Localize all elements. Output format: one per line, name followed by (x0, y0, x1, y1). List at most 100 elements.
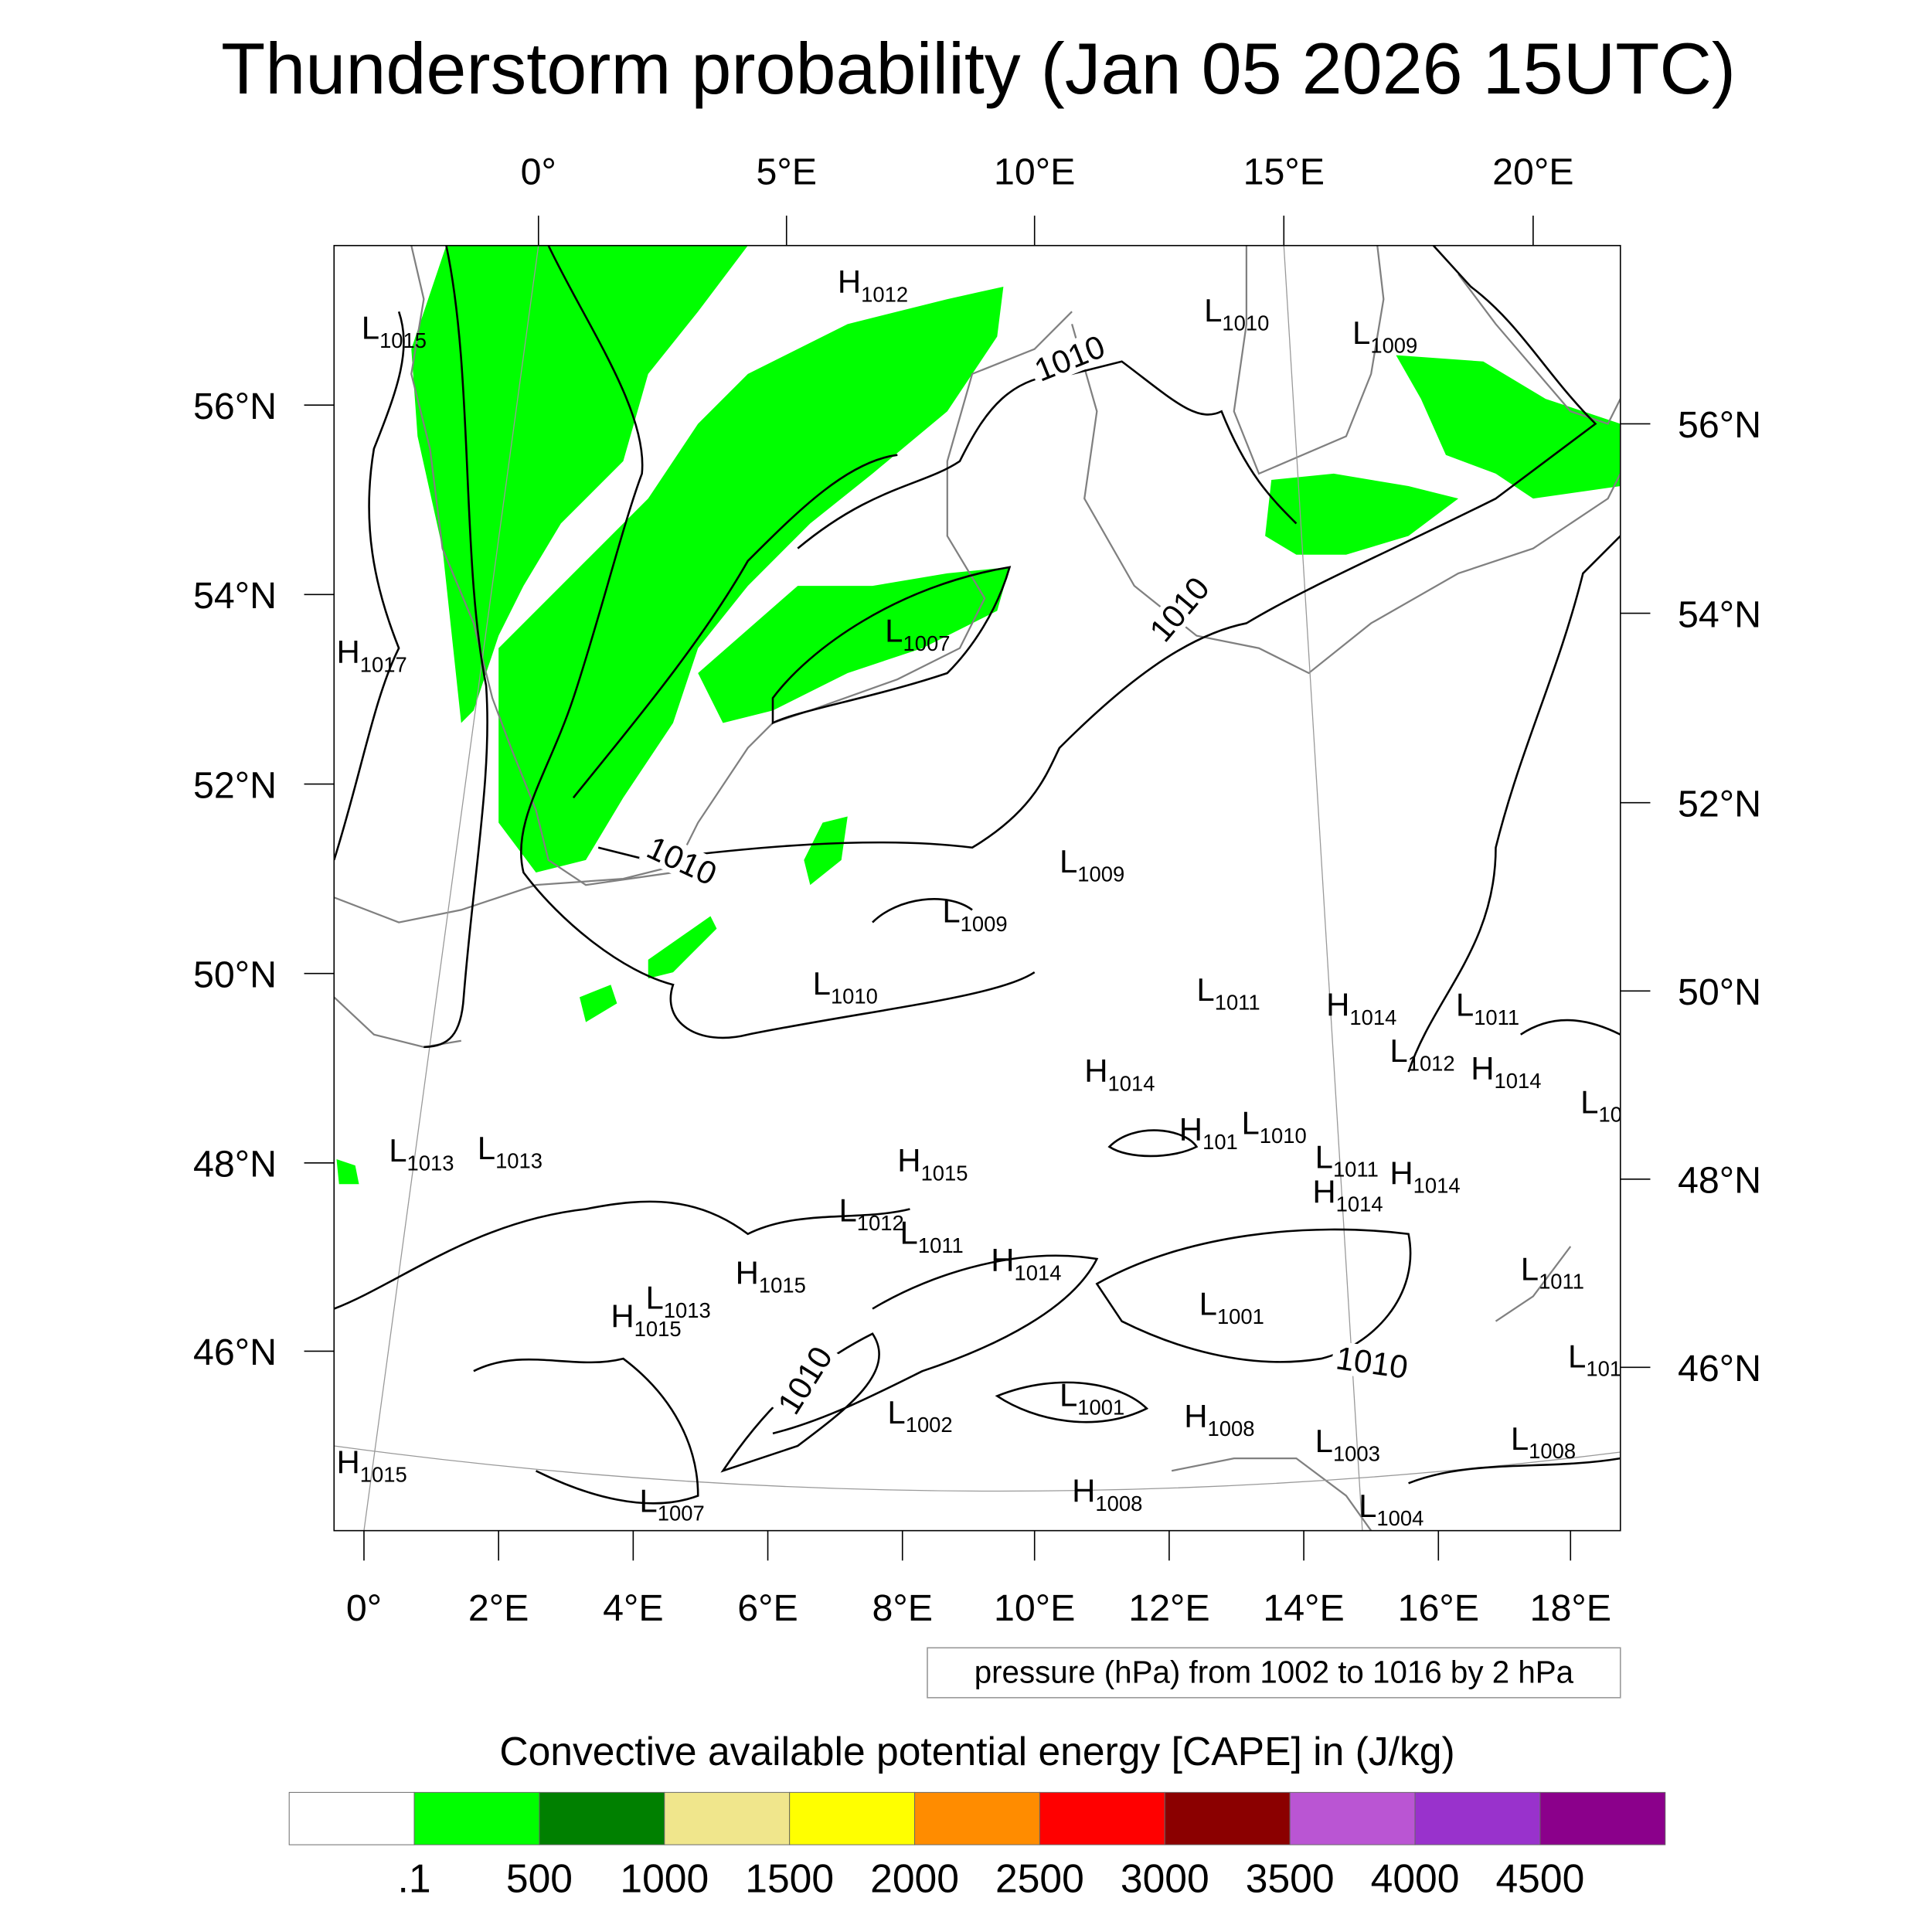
low-pressure-center: L1011 (1196, 971, 1260, 1014)
colorbar-level-label: 3000 (1121, 1855, 1209, 1900)
low-pressure-center: L1009 (1352, 315, 1417, 357)
chart-title: Thunderstorm probability (Jan 05 2026 15… (221, 28, 1736, 109)
pressure-center-letter: L (1352, 315, 1370, 351)
pressure-center-value: 1012 (861, 282, 908, 306)
pressure-center-value: 1014 (1349, 1005, 1396, 1029)
contour-label: 1010 (1334, 1339, 1410, 1386)
pressure-center-letter: H (991, 1242, 1014, 1278)
contour-label-bg (770, 1338, 840, 1423)
low-pressure-center: L1010 (1241, 1105, 1306, 1148)
low-pressure-center: L1002 (887, 1394, 952, 1437)
isobar (872, 898, 973, 923)
map-frame (333, 244, 1621, 1532)
colorbar-level-label: 2000 (870, 1855, 959, 1900)
high-pressure-center: H1014 (1084, 1053, 1155, 1095)
low-pressure-center: L1011 (1521, 1250, 1584, 1293)
low-pressure-center: L1009 (942, 893, 1007, 936)
low-pressure-center: L1001 (1060, 1376, 1124, 1419)
bottom-lon-tick-label: 6°E (737, 1587, 798, 1629)
pressure-center-letter: H (336, 1444, 359, 1480)
pressure-center-letter: L (1196, 971, 1214, 1008)
pressure-center-letter: H (1471, 1050, 1494, 1087)
pressure-center-letter: L (1580, 1083, 1598, 1120)
isobar (1407, 535, 1621, 1073)
bottom-lon-tick-label: 16°E (1398, 1587, 1479, 1629)
pressure-center-letter: H (1084, 1053, 1107, 1089)
low-pressure-center: L1007 (639, 1482, 704, 1525)
isobar (334, 311, 405, 861)
pressure-center-value: 1007 (658, 1502, 705, 1526)
pressure-center-letter: H (1179, 1111, 1202, 1148)
top-lon-tick-label: 20°E (1492, 151, 1573, 193)
pressure-center-letter: L (887, 1394, 905, 1430)
pressure-center-letter: L (1568, 1338, 1586, 1374)
low-pressure-center: L1013 (645, 1280, 710, 1322)
low-pressure-center: L1001 (1199, 1286, 1264, 1328)
pressure-center-value: 1015 (379, 328, 427, 352)
colorbar-level-label: 2500 (995, 1855, 1084, 1900)
high-pressure-center: H1008 (1072, 1473, 1142, 1515)
contour-label-bg (1141, 568, 1218, 651)
right-lat-tick-label: 54°N (1678, 594, 1761, 635)
pressure-center-letter: L (1315, 1138, 1333, 1175)
pressure-center-value: 1009 (1370, 333, 1417, 357)
contour-label-bg (1330, 1341, 1414, 1384)
pressure-center-letter: L (1060, 843, 1077, 879)
colorbar-swatch (914, 1791, 1040, 1845)
pressure-center-letter: L (1315, 1423, 1333, 1459)
isobar (771, 566, 1012, 725)
pressure-center-letter: L (1241, 1105, 1259, 1141)
low-pressure-center: L1004 (1359, 1488, 1423, 1530)
low-pressure-center: L10 (1580, 1083, 1622, 1126)
high-pressure-center: H1017 (336, 634, 406, 676)
pressure-center-value: 1008 (1095, 1492, 1142, 1515)
top-lon-tick-label: 0° (521, 151, 556, 193)
pressure-center-value: 1001 (1217, 1304, 1264, 1328)
bottom-lon-tick-label: 10°E (994, 1587, 1075, 1629)
pressure-center-letter: L (1389, 1032, 1407, 1069)
isobar (720, 1332, 880, 1473)
isobar (1408, 1457, 1621, 1485)
pressure-center-value: 101 (1586, 1357, 1621, 1381)
right-lat-tick-label: 50°N (1678, 971, 1761, 1013)
pressure-center-value: 1013 (407, 1151, 454, 1175)
high-pressure-center: H1015 (897, 1142, 968, 1185)
high-pressure-center: H1014 (1312, 1173, 1383, 1216)
high-pressure-center: H1014 (991, 1242, 1061, 1284)
pressure-center-value: 1015 (634, 1317, 682, 1341)
cape-area (411, 245, 748, 723)
pressure-center-value: 1014 (1108, 1071, 1155, 1095)
bottom-lon-tick-label: 14°E (1263, 1587, 1344, 1629)
pressure-center-letter: L (1511, 1420, 1529, 1457)
pressure-center-letter: H (1312, 1173, 1335, 1209)
contour-label: 1010 (641, 829, 722, 893)
low-pressure-center: L1003 (1315, 1423, 1380, 1465)
high-pressure-center: H1008 (1184, 1398, 1254, 1440)
low-pressure-center: L1009 (1060, 843, 1124, 886)
pressure-center-value: 1004 (1376, 1506, 1423, 1530)
pressure-center-value: 101 (1202, 1130, 1238, 1154)
contour-label-bg (1026, 328, 1113, 389)
high-pressure-center: H1014 (1471, 1050, 1541, 1093)
axis-ticks: 0° 5°E 10°E 15°E 20°E 0° 2°E 4°E 6°E 8°E 10°E 12°E 1… (193, 151, 1761, 1629)
colorbar-swatch (664, 1791, 791, 1845)
low-pressure-center: L1010 (813, 965, 878, 1008)
high-pressure-center: H1015 (736, 1254, 806, 1297)
contour-info-text: pressure (hPa) from 1002 to 1016 by 2 hP… (975, 1654, 1574, 1689)
top-lon-tick-label: 5°E (756, 151, 817, 193)
contour-info-box: pressure (hPa) from 1002 to 1016 by 2 hP… (927, 1647, 1621, 1699)
cape-area-layer (336, 245, 1621, 1185)
colorbar-swatch (413, 1791, 540, 1845)
pressure-center-letter: L (900, 1215, 918, 1251)
right-lat-tick-label: 46°N (1678, 1348, 1761, 1389)
pressure-center-letter: L (362, 310, 379, 346)
pressure-center-letter: H (897, 1142, 920, 1179)
pressure-center-letter: H (1389, 1155, 1413, 1191)
left-lat-tick-label: 56°N (193, 386, 277, 427)
low-pressure-center: L1007 (885, 613, 950, 655)
bottom-lon-tick-label: 18°E (1530, 1587, 1611, 1629)
pressure-center-letter: L (639, 1482, 657, 1519)
